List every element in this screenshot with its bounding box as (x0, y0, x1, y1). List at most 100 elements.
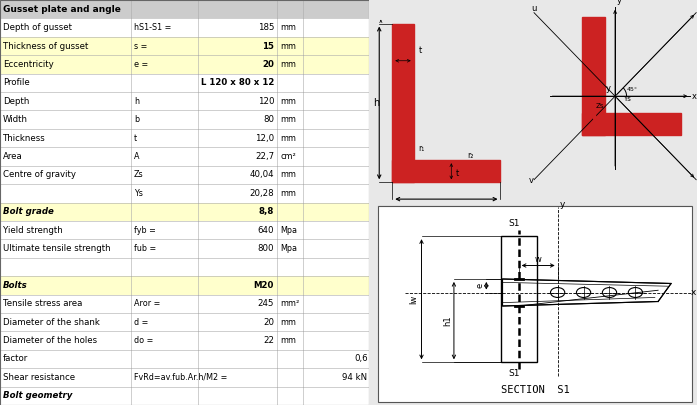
Bar (0, 221, 369, 239)
Text: lw: lw (409, 294, 418, 304)
Bar (0, 313, 369, 331)
Text: mm: mm (280, 336, 296, 345)
Text: Depth: Depth (3, 97, 29, 106)
Text: y: y (559, 200, 565, 209)
Text: mm: mm (280, 115, 296, 124)
Text: S1: S1 (508, 369, 520, 378)
Text: 12,0: 12,0 (255, 134, 274, 143)
Text: h: h (134, 97, 139, 106)
Bar (0, 350, 369, 368)
Text: w: w (535, 255, 542, 264)
Polygon shape (503, 279, 671, 306)
Text: 245: 245 (258, 299, 274, 308)
Text: 22: 22 (263, 336, 274, 345)
Text: h1: h1 (443, 315, 452, 326)
Text: 15: 15 (262, 42, 274, 51)
Text: mm: mm (280, 318, 296, 327)
Bar (0, 111, 369, 129)
Text: y: y (605, 84, 611, 93)
Text: Ultimate tensile strength: Ultimate tensile strength (3, 244, 111, 253)
Text: Gusset plate and angle: Gusset plate and angle (3, 5, 121, 14)
Bar (0, 239, 369, 258)
Text: 20,28: 20,28 (250, 189, 274, 198)
Bar (0, 184, 369, 202)
Text: FvRd=av.fub.Ar.h/M2 =: FvRd=av.fub.Ar.h/M2 = (134, 373, 227, 382)
Text: s =: s = (134, 42, 148, 51)
Text: 640: 640 (258, 226, 274, 234)
Bar (0, 294, 369, 313)
Text: Thickness: Thickness (3, 134, 46, 143)
Text: factor: factor (3, 354, 28, 363)
Text: y: y (617, 0, 622, 5)
Polygon shape (583, 113, 680, 135)
Text: S1: S1 (508, 219, 520, 228)
Text: Centre of gravity: Centre of gravity (3, 171, 76, 179)
Text: Zs: Zs (134, 171, 144, 179)
Text: 94 kN: 94 kN (342, 373, 367, 382)
Text: L 120 x 80 x 12: L 120 x 80 x 12 (201, 78, 274, 87)
Text: Yield strength: Yield strength (3, 226, 63, 234)
Text: 45°: 45° (627, 87, 638, 92)
Text: Mpa: Mpa (280, 244, 297, 253)
Text: r₂: r₂ (468, 151, 474, 160)
Bar (0, 258, 369, 276)
Text: mm: mm (280, 171, 296, 179)
Text: v: v (529, 176, 534, 185)
Text: SECTION  S1: SECTION S1 (500, 386, 569, 395)
Text: d =: d = (134, 318, 148, 327)
Text: h: h (373, 98, 379, 108)
Text: Shear resistance: Shear resistance (3, 373, 75, 382)
Bar (0, 74, 369, 92)
Text: Bolt geometry: Bolt geometry (3, 391, 72, 400)
Bar (0, 37, 369, 55)
Text: Ys: Ys (623, 96, 631, 102)
Bar (0, 55, 369, 74)
Text: x: x (691, 288, 696, 297)
Text: 0,6: 0,6 (354, 354, 367, 363)
Bar (0, 147, 369, 166)
Text: mm: mm (280, 42, 296, 51)
Text: Aror =: Aror = (134, 299, 160, 308)
Text: r₁: r₁ (419, 144, 424, 153)
Text: mm: mm (280, 134, 296, 143)
Text: 20: 20 (263, 318, 274, 327)
Text: hS1-S1 =: hS1-S1 = (134, 23, 171, 32)
Text: Mpa: Mpa (280, 226, 297, 234)
Polygon shape (392, 160, 500, 182)
Text: Thickness of gusset: Thickness of gusset (3, 42, 89, 51)
Text: Tensile stress area: Tensile stress area (3, 299, 82, 308)
Bar (0, 129, 369, 147)
Text: A: A (134, 152, 139, 161)
Text: e: e (475, 283, 484, 288)
Text: fyb =: fyb = (134, 226, 156, 234)
Polygon shape (583, 17, 605, 135)
Text: Profile: Profile (3, 78, 30, 87)
Text: Area: Area (3, 152, 23, 161)
Bar (0, 0, 369, 18)
Text: do =: do = (134, 336, 153, 345)
Text: u: u (530, 4, 536, 13)
Text: b: b (134, 115, 139, 124)
Text: 20: 20 (262, 60, 274, 69)
Text: mm: mm (280, 23, 296, 32)
Text: fub =: fub = (134, 244, 156, 253)
Text: 120: 120 (258, 97, 274, 106)
Bar (0, 92, 369, 111)
Polygon shape (392, 23, 413, 182)
Text: 22,7: 22,7 (255, 152, 274, 161)
Text: mm²: mm² (280, 299, 299, 308)
Text: Depth of gusset: Depth of gusset (3, 23, 72, 32)
Text: Eccentricity: Eccentricity (3, 60, 54, 69)
Text: t: t (419, 46, 422, 55)
Text: cm²: cm² (280, 152, 296, 161)
Text: Width: Width (3, 115, 28, 124)
Bar (0, 331, 369, 350)
Text: mm: mm (280, 97, 296, 106)
Text: mm: mm (280, 60, 296, 69)
Text: M20: M20 (254, 281, 274, 290)
Text: 80: 80 (263, 115, 274, 124)
Bar (0, 276, 369, 294)
Text: 8,8: 8,8 (259, 207, 274, 216)
Text: 185: 185 (258, 23, 274, 32)
Bar (0, 166, 369, 184)
